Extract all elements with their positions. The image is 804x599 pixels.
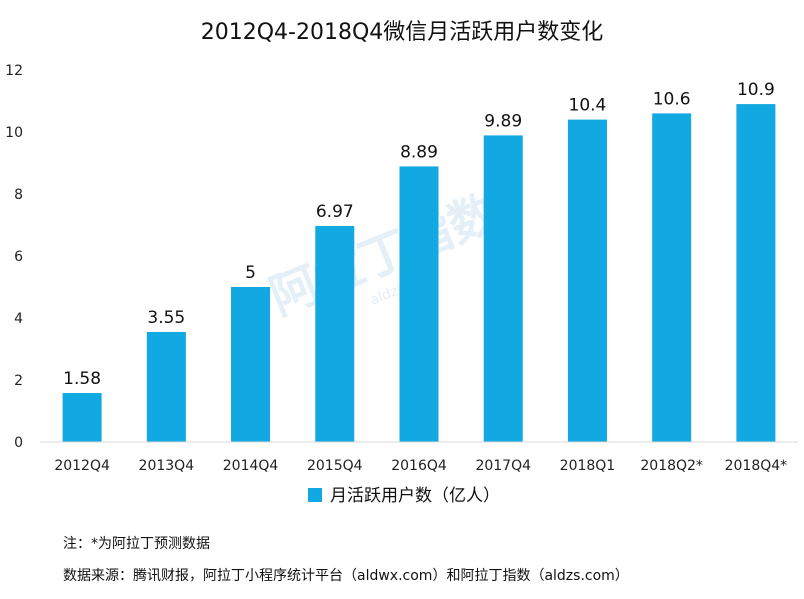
- bar: [231, 287, 271, 442]
- chart-title: 2012Q4-2018Q4微信月活跃用户数变化: [201, 20, 604, 45]
- bar: [399, 166, 439, 442]
- x-tick-label: 2018Q4*: [725, 458, 788, 474]
- y-tick-label: 4: [14, 311, 23, 327]
- x-tick-label: 2016Q4: [391, 458, 447, 474]
- watermark-brand: 阿拉丁指数: [262, 184, 506, 326]
- data-label: 6.97: [316, 202, 354, 222]
- data-label: 5: [245, 263, 256, 283]
- x-tick-label: 2015Q4: [307, 458, 363, 474]
- y-tick-label: 2: [14, 373, 23, 389]
- data-label: 3.55: [147, 308, 185, 328]
- x-tick-label: 2018Q2*: [640, 458, 703, 474]
- x-tick-label: 2018Q1: [560, 458, 616, 474]
- bars-group: [62, 104, 776, 443]
- y-tick-label: 6: [14, 249, 23, 265]
- legend-label: 月活跃用户数（亿人）: [330, 486, 500, 506]
- y-axis: 0 2 4 6 8 10 12: [5, 63, 23, 451]
- x-tick-label: 2014Q4: [223, 458, 279, 474]
- data-label: 9.89: [484, 111, 522, 131]
- data-label: 1.58: [63, 369, 101, 389]
- note-prediction: 注：*为阿拉丁预测数据: [63, 536, 210, 552]
- bar: [62, 393, 102, 442]
- legend-swatch: [308, 488, 322, 502]
- x-tick-label: 2012Q4: [54, 458, 110, 474]
- bar: [483, 135, 523, 442]
- data-label: 10.9: [737, 80, 775, 100]
- x-tick-label: 2017Q4: [475, 458, 531, 474]
- data-label: 10.4: [569, 96, 607, 116]
- data-label: 8.89: [400, 142, 438, 162]
- bar: [652, 113, 692, 443]
- bar: [736, 104, 776, 442]
- y-tick-label: 10: [5, 125, 23, 141]
- y-tick-label: 8: [14, 187, 23, 203]
- bar: [567, 119, 607, 442]
- watermark: 阿拉丁指数 aldzs.com: [262, 184, 506, 326]
- y-tick-label: 12: [5, 63, 23, 79]
- value-labels-group: 1.58 3.55 5 6.97 8.89 9.89 10.4 10.6 10.9: [63, 80, 775, 389]
- note-source: 数据来源：腾讯财报，阿拉丁小程序统计平台（aldwx.com）和阿拉丁指数（al…: [63, 567, 629, 584]
- bar: [315, 225, 355, 442]
- y-tick-label: 0: [14, 435, 23, 451]
- x-tick-label: 2013Q4: [139, 458, 195, 474]
- legend: 月活跃用户数（亿人）: [308, 486, 500, 506]
- bar: [146, 331, 186, 442]
- x-axis: 2012Q4 2013Q4 2014Q4 2015Q4 2016Q4 2017Q4 2018…: [54, 458, 787, 474]
- data-label: 10.6: [653, 89, 691, 109]
